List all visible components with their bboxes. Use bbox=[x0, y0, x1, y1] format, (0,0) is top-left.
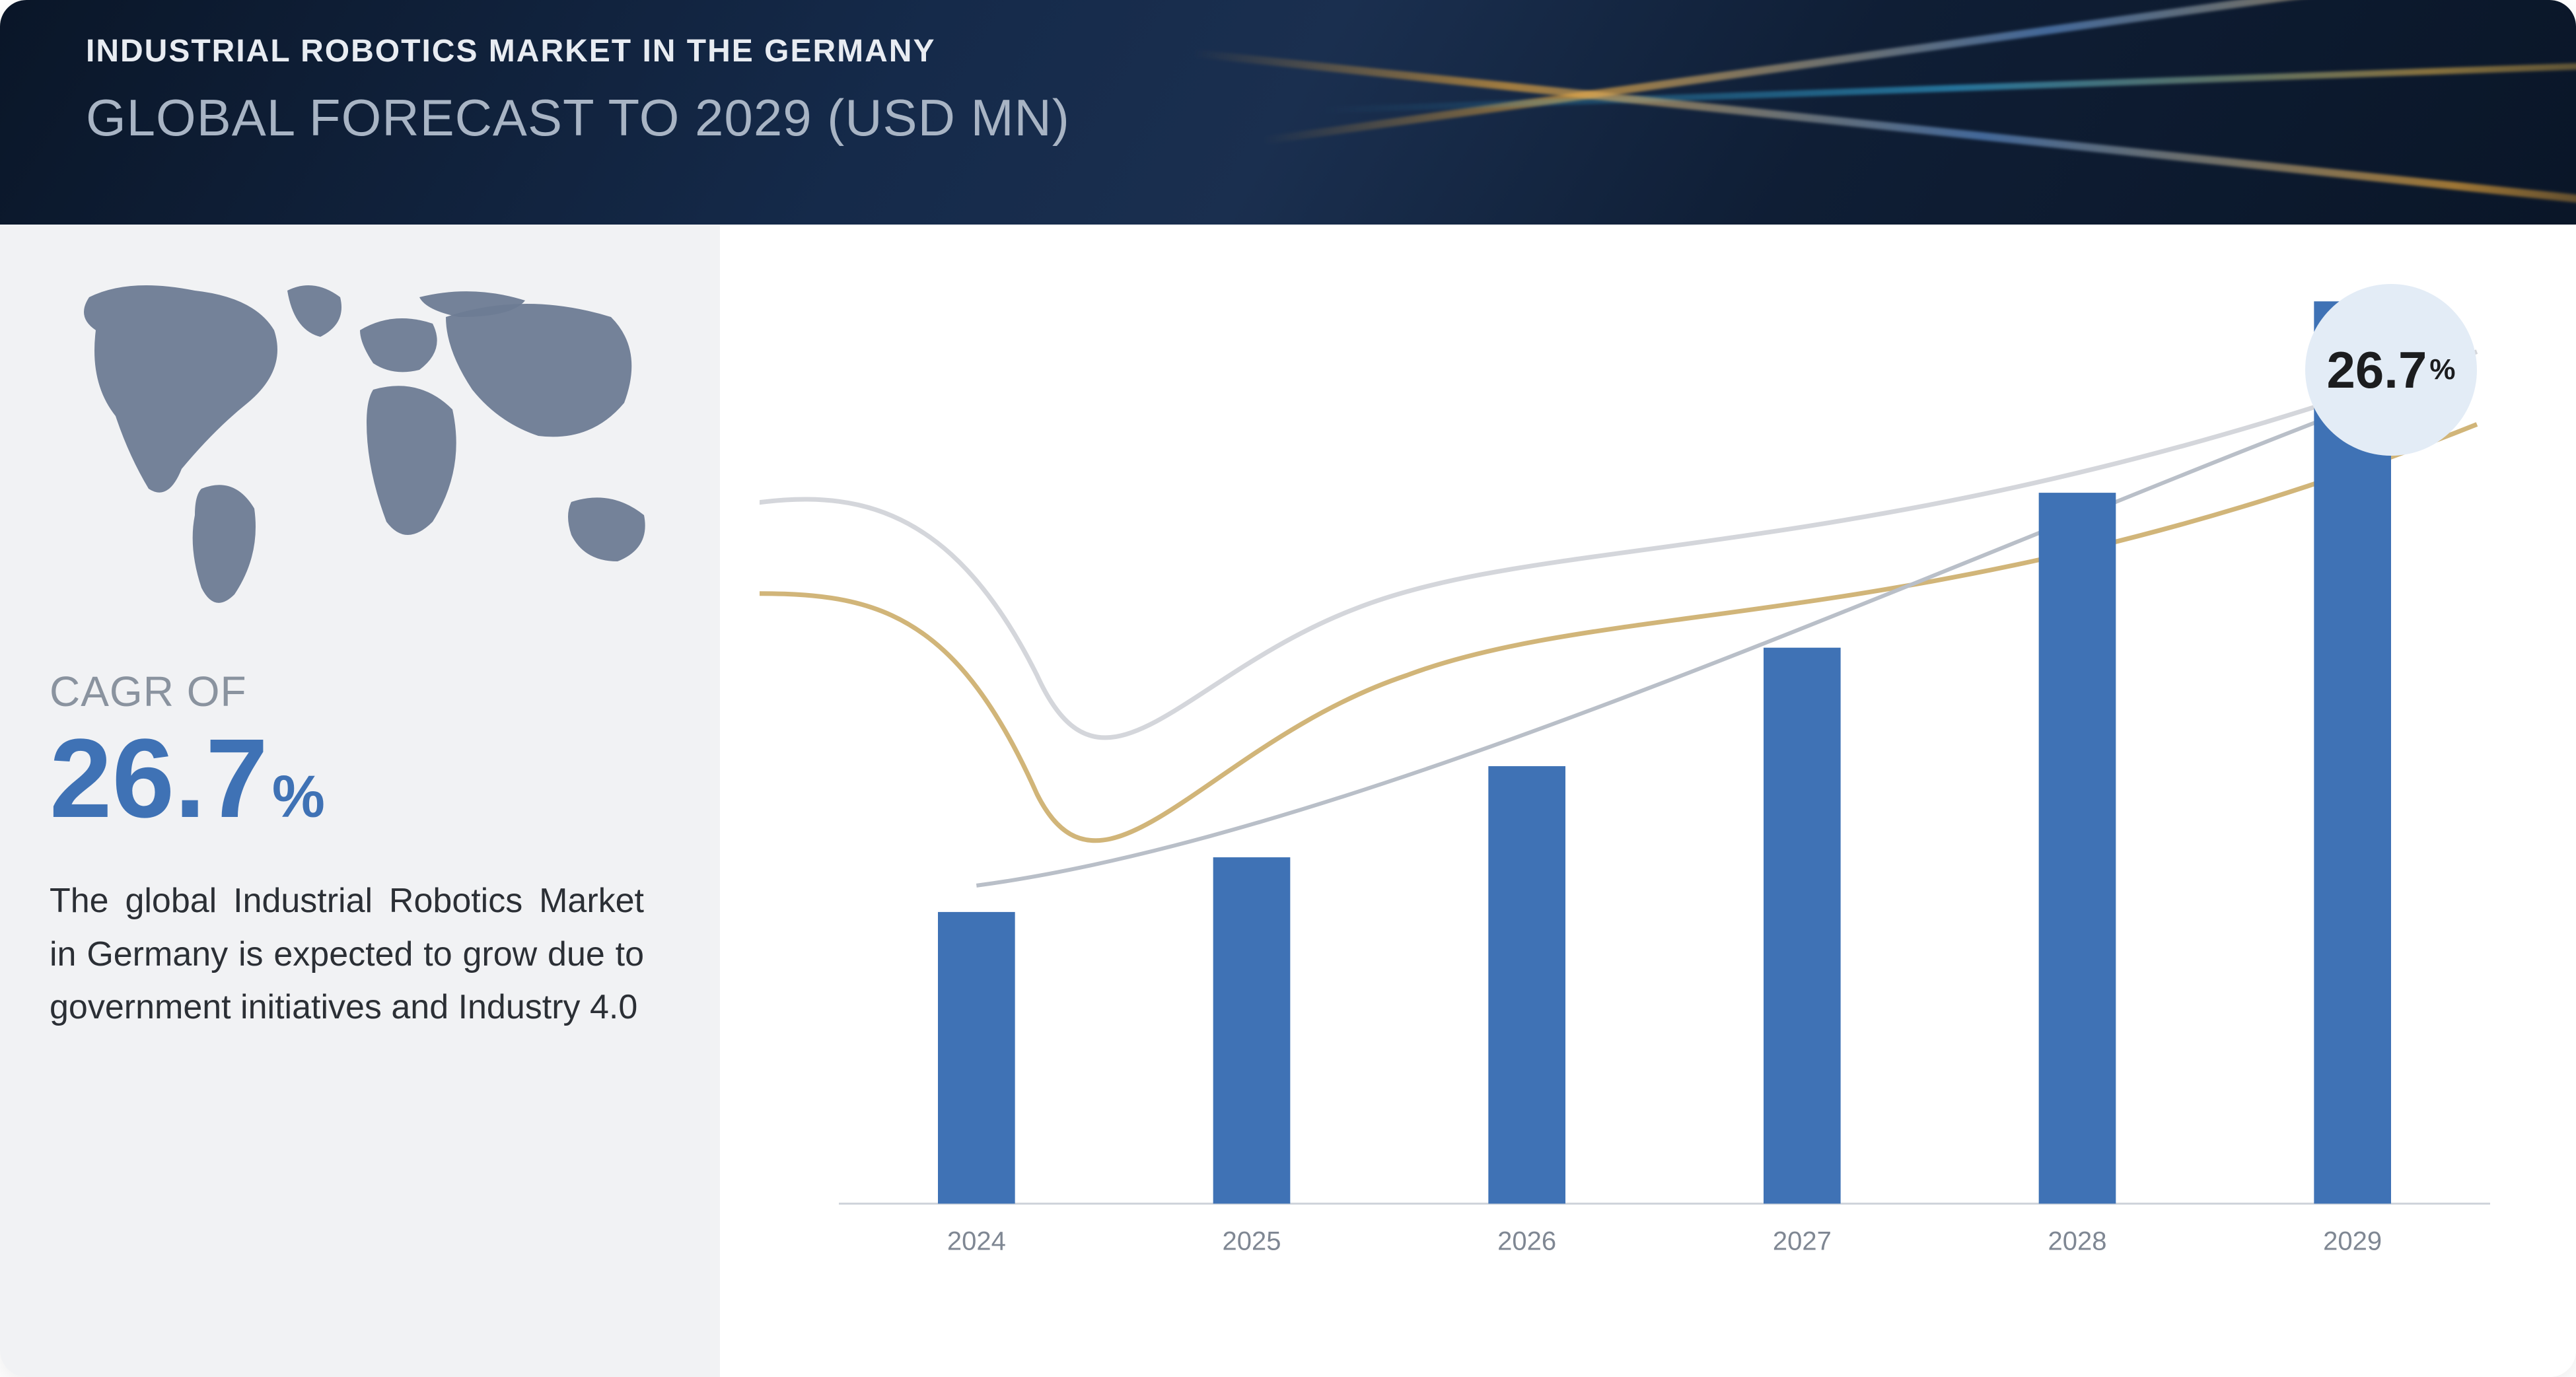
x-tick-label: 2025 bbox=[1223, 1227, 1281, 1256]
x-tick-label: 2029 bbox=[2323, 1227, 2382, 1256]
chart-panel: 2024 2025 2026 2027 2028 2029 26.7% bbox=[720, 225, 2576, 1377]
trend-arrow bbox=[976, 378, 2431, 886]
cagr-percent-sign: % bbox=[272, 764, 325, 830]
bar-2025 bbox=[1213, 857, 1291, 1203]
deco-line-gold bbox=[760, 425, 2477, 841]
cagr-value: 26.7% bbox=[50, 723, 670, 835]
sidebar-panel: CAGR OF 26.7% The global Industrial Robo… bbox=[0, 225, 720, 1377]
x-tick-label: 2028 bbox=[2048, 1227, 2107, 1256]
x-tick-label: 2024 bbox=[947, 1227, 1006, 1256]
cagr-badge-number: 26.7 bbox=[2327, 340, 2427, 400]
cagr-label: CAGR OF bbox=[50, 667, 670, 716]
bar-2028 bbox=[2039, 493, 2116, 1203]
body-row: CAGR OF 26.7% The global Industrial Robo… bbox=[0, 225, 2576, 1377]
bar-2026 bbox=[1488, 766, 1565, 1203]
sidebar-description: The global Industrial Robotics Market in… bbox=[50, 874, 644, 1034]
cagr-number: 26.7 bbox=[50, 716, 268, 841]
header-kicker: INDUSTRIAL ROBOTICS MARKET IN THE GERMAN… bbox=[86, 33, 2490, 69]
infographic-card: INDUSTRIAL ROBOTICS MARKET IN THE GERMAN… bbox=[0, 0, 2576, 1377]
bar-chart: 2024 2025 2026 2027 2028 2029 bbox=[760, 251, 2510, 1337]
bar-2024 bbox=[938, 912, 1015, 1204]
x-tick-label: 2026 bbox=[1497, 1227, 1556, 1256]
header-title: GLOBAL FORECAST TO 2029 (USD MN) bbox=[86, 88, 2490, 148]
bar-2027 bbox=[1764, 648, 1841, 1204]
header-banner: INDUSTRIAL ROBOTICS MARKET IN THE GERMAN… bbox=[0, 0, 2576, 225]
x-tick-label: 2027 bbox=[1773, 1227, 1832, 1256]
world-map-icon bbox=[50, 271, 670, 614]
deco-line-gray bbox=[760, 352, 2477, 738]
cagr-badge-percent-sign: % bbox=[2429, 353, 2455, 386]
cagr-badge: 26.7% bbox=[2305, 284, 2477, 456]
